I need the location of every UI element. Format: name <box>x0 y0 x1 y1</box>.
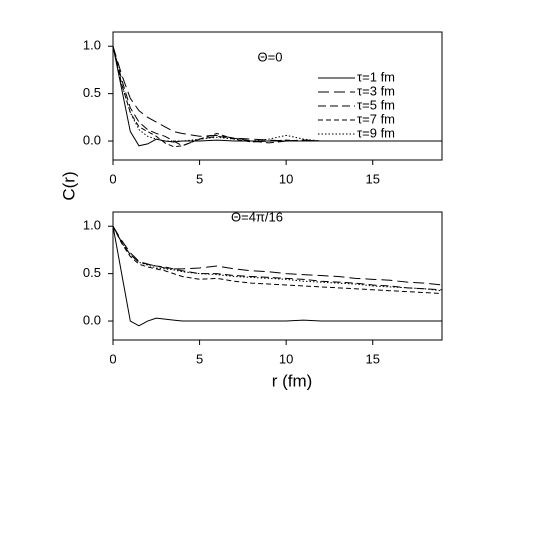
y-tick-label: 1.0 <box>83 38 101 53</box>
panel-annotation: Θ=0 <box>258 49 283 64</box>
y-tick-label: 0.5 <box>83 265 101 280</box>
panel-annotation: Θ=4π/16 <box>231 209 283 224</box>
x-tick-label: 10 <box>279 171 293 186</box>
legend-label: τ=7 fm <box>357 111 395 126</box>
x-tick-label: 15 <box>366 351 380 366</box>
legend-label: τ=3 fm <box>357 83 395 98</box>
series-line <box>113 225 442 286</box>
x-tick-label: 5 <box>196 171 203 186</box>
series-line <box>113 225 442 292</box>
y-tick-label: 0.0 <box>83 132 101 147</box>
legend-label: τ=5 fm <box>357 97 395 112</box>
y-tick-label: 0.0 <box>83 312 101 327</box>
legend-label: τ=9 fm <box>357 125 395 140</box>
y-tick-label: 0.5 <box>83 85 101 100</box>
x-tick-label: 15 <box>366 171 380 186</box>
x-axis-label: r (fm) <box>272 371 313 390</box>
x-tick-label: 0 <box>109 171 116 186</box>
plot-frame <box>112 211 443 341</box>
series-line <box>113 225 442 291</box>
series-line <box>113 225 442 295</box>
series-line <box>113 46 442 148</box>
plot-frame <box>112 31 443 161</box>
legend-label: τ=1 fm <box>357 69 395 84</box>
y-axis-label: C(r) <box>59 171 78 200</box>
x-tick-label: 10 <box>279 351 293 366</box>
x-tick-label: 0 <box>109 351 116 366</box>
x-tick-label: 5 <box>196 351 203 366</box>
series-line <box>113 226 442 327</box>
y-tick-label: 1.0 <box>83 218 101 233</box>
